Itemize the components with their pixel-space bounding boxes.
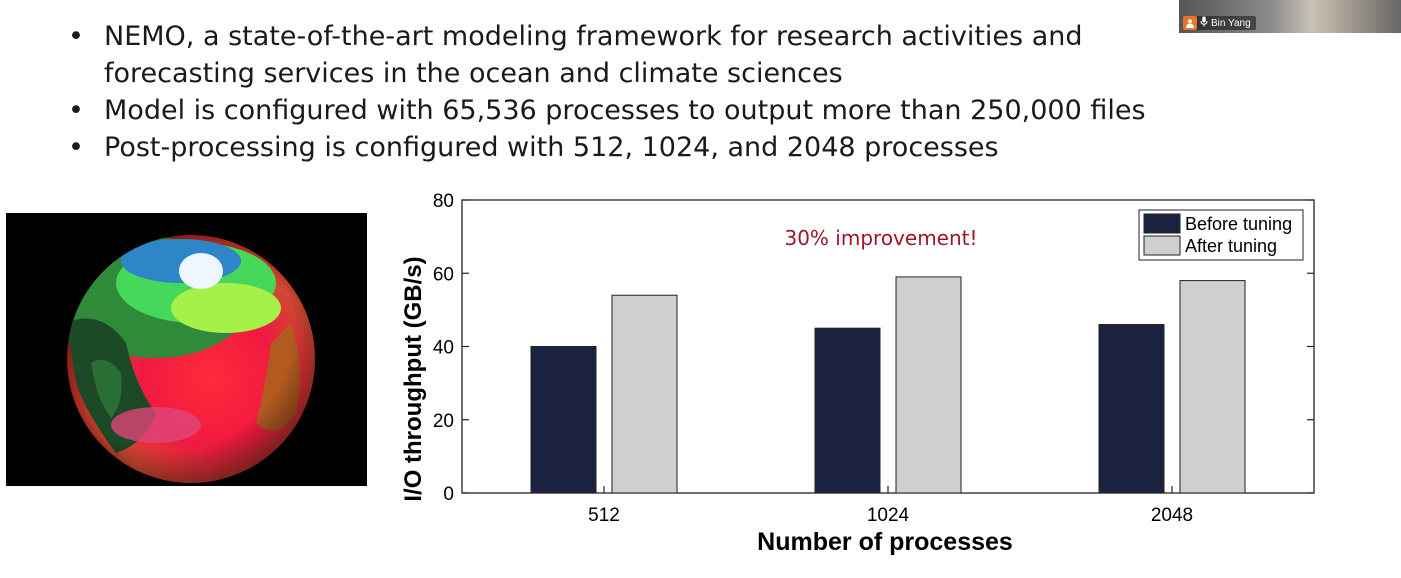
- bullet-dot: •: [68, 21, 84, 52]
- y-axis-label: I/O throughput (GB/s): [400, 256, 427, 501]
- earth-ocean-temperature-globe-icon: [67, 235, 315, 483]
- person-avatar-icon: [1183, 16, 1197, 30]
- bars-layer: [530, 276, 1246, 494]
- bar-after-tuning: [895, 276, 962, 494]
- bar-after-tuning: [1179, 280, 1246, 494]
- y-tick-label: 60: [433, 264, 454, 285]
- bar-before-tuning: [1098, 324, 1165, 494]
- bullet-text: NEMO, a state-of-the-art modeling framew…: [104, 21, 1083, 89]
- x-tick-label: 1024: [867, 505, 910, 526]
- chart-annotation: 30% improvement!: [784, 226, 977, 250]
- participant-label: Bin Yang: [1183, 16, 1256, 30]
- bar-before-tuning: [814, 327, 881, 494]
- bullet-item: • Model is configured with 65,536 proces…: [66, 92, 1226, 129]
- x-axis: 512 1024 2048: [588, 486, 1193, 526]
- participant-video-tile[interactable]: Bin Yang: [1179, 0, 1401, 33]
- y-tick-label: 20: [433, 411, 454, 432]
- bullet-item: • Post-processing is configured with 512…: [66, 129, 1226, 166]
- legend-swatch: [1143, 235, 1181, 256]
- y-axis: 0 20 40 60 80: [433, 191, 1314, 505]
- bar-after-tuning: [611, 294, 678, 494]
- legend-swatch: [1143, 213, 1181, 234]
- x-axis-label: Number of processes: [757, 528, 1013, 556]
- bullet-dot: •: [68, 132, 84, 163]
- bar-before-tuning: [530, 346, 597, 494]
- bullet-text: Model is configured with 65,536 processe…: [104, 95, 1146, 126]
- video-feed: [1179, 0, 1401, 33]
- x-tick-label: 512: [588, 505, 620, 526]
- bullet-list: • NEMO, a state-of-the-art modeling fram…: [66, 18, 1226, 166]
- y-tick-label: 40: [433, 338, 454, 359]
- x-tick-label: 2048: [1151, 505, 1193, 526]
- bar-chart-svg: 0 20 40 60 80 512 1024 2048 30% improvement! N…: [400, 191, 1315, 556]
- globe-image: [6, 213, 367, 486]
- legend-label: After tuning: [1185, 236, 1277, 256]
- y-tick-label: 80: [433, 191, 454, 212]
- y-tick-label: 0: [443, 484, 454, 505]
- bullet-text: Post-processing is configured with 512, …: [104, 132, 999, 163]
- participant-name: Bin Yang: [1211, 17, 1251, 29]
- throughput-chart: 0 20 40 60 80 512 1024 2048 30% improvement! N…: [395, 180, 1335, 570]
- bullet-dot: •: [68, 95, 84, 126]
- microphone-icon: [1200, 16, 1208, 30]
- legend-label: Before tuning: [1185, 214, 1292, 234]
- bullet-item: • NEMO, a state-of-the-art modeling fram…: [66, 18, 1226, 92]
